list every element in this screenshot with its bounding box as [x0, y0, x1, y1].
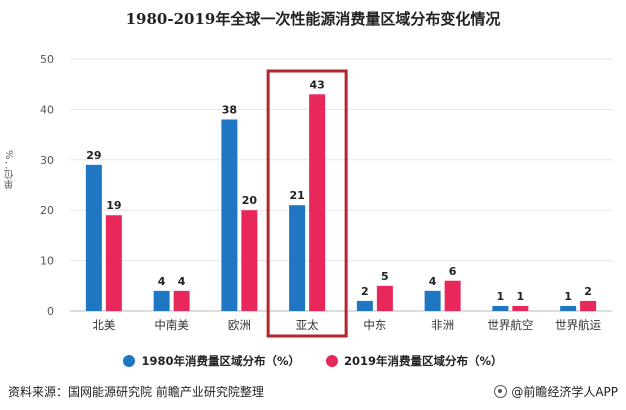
legend-label-1980: 1980年消费量区域分布（%）	[141, 354, 300, 368]
bar-2019	[173, 290, 190, 311]
y-tick-label: 20	[40, 204, 54, 217]
bar-2019	[241, 210, 258, 311]
x-tick-label: 中南美	[154, 318, 189, 332]
data-label: 4	[178, 275, 186, 288]
data-label: 4	[158, 275, 166, 288]
legend-dot-2019	[326, 355, 338, 367]
x-tick-label: 亚太	[296, 318, 319, 332]
legend-label-2019: 2019年消费量区域分布（%）	[344, 354, 503, 368]
data-label: 43	[309, 78, 324, 91]
bar-2019	[309, 94, 326, 311]
data-label: 1	[564, 290, 572, 303]
legend-dot-1980	[123, 355, 136, 367]
y-tick-label: 30	[40, 154, 54, 167]
bar-1980	[153, 290, 170, 311]
bar-2019	[512, 305, 529, 311]
brand: @前瞻经济学人APP	[494, 383, 618, 400]
x-tick-label: 非洲	[431, 318, 454, 332]
highlight-box	[266, 69, 348, 338]
legend-item-2019: 2019年消费量区域分布（%）	[326, 353, 503, 369]
bar-1980	[289, 205, 306, 311]
source-note: 资料来源：国网能源研究院 前瞻产业研究院整理	[8, 385, 264, 399]
y-tick-label: 0	[47, 305, 54, 318]
data-label: 5	[381, 270, 389, 283]
bar-2019	[444, 280, 461, 311]
data-label: 20	[242, 194, 258, 207]
x-tick-label: 欧洲	[228, 318, 251, 332]
legend-item-1980: 1980年消费量区域分布（%）	[123, 353, 300, 369]
y-tick-label: 40	[40, 103, 54, 116]
data-label: 2	[361, 285, 369, 298]
data-label: 38	[222, 103, 237, 116]
legend: 1980年消费量区域分布（%） 2019年消费量区域分布（%）	[0, 351, 626, 371]
x-tick-label: 世界航空	[487, 318, 533, 332]
x-tick-label: 世界航运	[555, 318, 601, 332]
chart-title: 1980-2019年全球一次性能源消费量区域分布变化情况	[125, 10, 501, 28]
x-tick-label: 北美	[92, 318, 115, 332]
data-label: 6	[449, 265, 457, 278]
data-label: 1	[517, 290, 525, 303]
bar-2019	[376, 285, 393, 311]
y-axis-label: 单位：%	[5, 150, 16, 190]
data-label: 4	[429, 275, 437, 288]
data-label: 2	[584, 285, 592, 298]
data-label: 29	[86, 149, 101, 162]
bar-1980	[85, 164, 102, 311]
bar-2019	[105, 215, 122, 311]
x-tick-label: 中东	[363, 318, 386, 332]
bar-1980	[560, 305, 577, 311]
bar-2019	[580, 300, 597, 311]
data-label: 1	[497, 290, 505, 303]
y-tick-label: 10	[40, 255, 54, 268]
footer: 资料来源：国网能源研究院 前瞻产业研究院整理 @前瞻经济学人APP	[0, 380, 626, 404]
brand-text: @前瞻经济学人APP	[511, 385, 618, 399]
brand-logo-icon	[494, 385, 508, 398]
y-tick-label: 50	[40, 53, 54, 66]
bar-1980	[356, 300, 373, 311]
bar-1980	[492, 305, 509, 311]
bar-1980	[424, 290, 441, 311]
data-label: 19	[106, 199, 121, 212]
data-label: 21	[289, 189, 304, 202]
bar-1980	[221, 119, 238, 311]
